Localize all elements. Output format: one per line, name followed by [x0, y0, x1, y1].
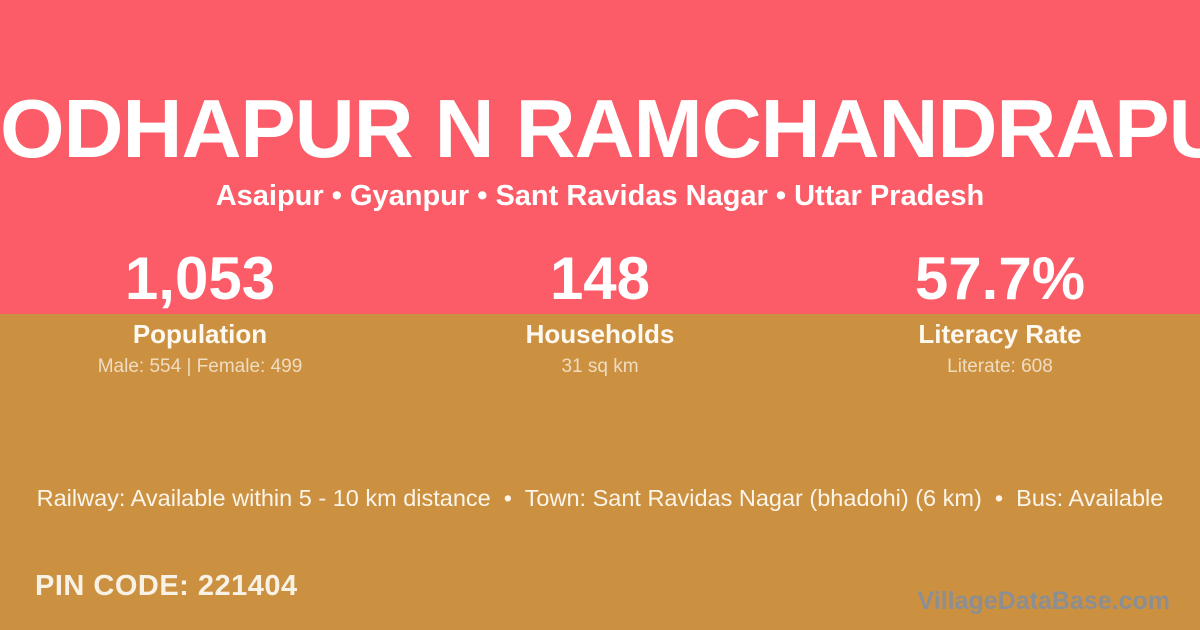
village-breadcrumb: Asaipur • Gyanpur • Sant Ravidas Nagar •…: [215, 180, 985, 212]
population-label: Population: [132, 319, 268, 349]
watermark: VillageDataBase.com: [917, 587, 1170, 615]
stats-row: 1,053 Population Male: 554 | Female: 499…: [0, 249, 1200, 379]
village-title: ODHAPUR N RAMCHANDRAPU: [0, 82, 1200, 175]
stat-literacy: 57.7% Literacy Rate Literate: 608: [800, 249, 1200, 379]
top-band: [0, 0, 1200, 314]
households-label: Households: [525, 319, 675, 349]
literacy-value: 57.7%: [914, 245, 1086, 312]
population-value: 1,053: [124, 245, 276, 312]
population-detail: Male: 554 | Female: 499: [97, 356, 303, 378]
households-value: 148: [549, 245, 651, 312]
amenities-summary: Railway: Available within 5 - 10 km dist…: [36, 485, 1164, 511]
literacy-detail: Literate: 608: [947, 356, 1053, 378]
bottom-band: [0, 314, 1200, 630]
households-detail: 31 sq km: [561, 356, 639, 378]
stat-population: 1,053 Population Male: 554 | Female: 499: [0, 249, 400, 379]
stat-households: 148 Households 31 sq km: [400, 249, 800, 379]
pin-code: PIN CODE: 221404: [35, 570, 298, 602]
literacy-label: Literacy Rate: [918, 319, 1082, 349]
